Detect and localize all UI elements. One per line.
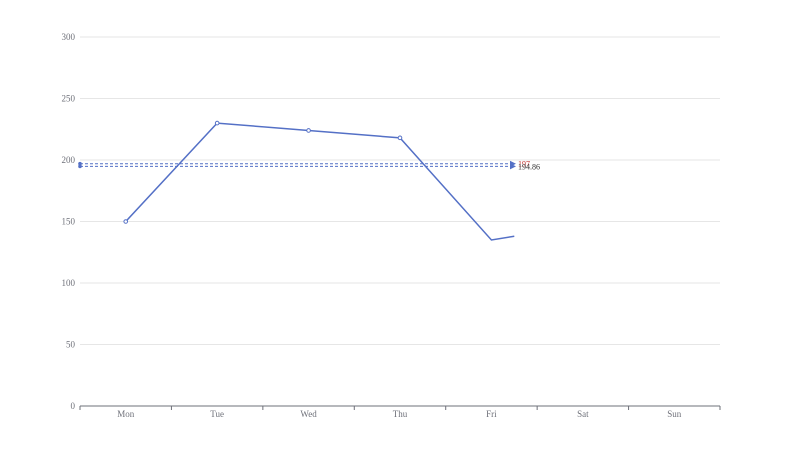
x-tick-label: Wed bbox=[300, 409, 317, 419]
mark-line-arrow bbox=[510, 163, 516, 170]
x-tick-label: Sun bbox=[667, 409, 682, 419]
y-tick-label: 100 bbox=[62, 278, 76, 288]
grid bbox=[80, 36, 720, 345]
y-tick-label: 250 bbox=[62, 94, 76, 104]
y-tick-label: 0 bbox=[71, 401, 76, 411]
y-tick-label: 50 bbox=[66, 340, 76, 350]
mark-line-label: 197 bbox=[518, 160, 530, 169]
x-tick-label: Sat bbox=[577, 409, 589, 419]
x-tick-label: Tue bbox=[210, 409, 224, 419]
data-point bbox=[123, 219, 129, 224]
data-point bbox=[214, 120, 220, 126]
data-point bbox=[397, 135, 403, 141]
x-tick-label: Mon bbox=[117, 409, 135, 419]
mark-line-label: 194.86 bbox=[518, 162, 540, 171]
x-tick-label: Fri bbox=[486, 409, 497, 419]
series-line bbox=[125, 122, 515, 241]
data-point bbox=[306, 128, 311, 133]
y-tick-label: 300 bbox=[62, 32, 76, 42]
axes: 0 50 100 150 200 250 300 Mon Tue Wed Thu Fri Sat Sun bbox=[62, 32, 721, 419]
y-tick-label: 150 bbox=[62, 217, 76, 227]
series bbox=[123, 120, 515, 241]
y-tick-label: 200 bbox=[62, 155, 76, 165]
x-tick-label: Thu bbox=[393, 409, 408, 419]
